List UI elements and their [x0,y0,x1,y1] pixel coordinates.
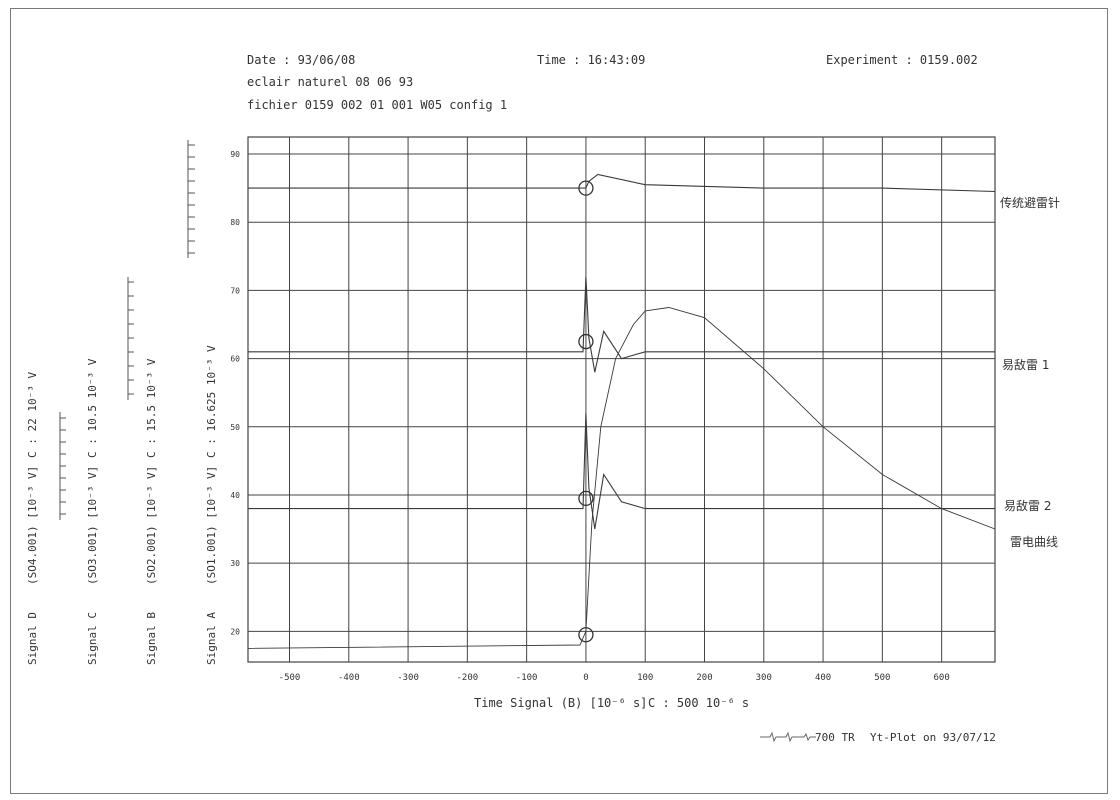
y-tick-label: 20 [230,627,240,636]
series-line-1 [248,173,996,193]
y-tick-label: 80 [230,218,240,227]
trigger-marker-3 [578,490,594,507]
annotation-trace-4: 雷电曲线 [1010,535,1059,549]
x-tick-label: 400 [815,673,831,683]
x-tick-label: 300 [756,673,772,683]
series-line-2 [248,276,995,373]
header-description: eclair naturel 08 06 93 [247,75,414,89]
plot-info: Yt-Plot on 93/07/12 [870,731,996,744]
x-tick-label: 500 [874,673,890,683]
x-tick-label: -200 [457,673,479,683]
header-date: Date : 93/06/08 [247,53,356,67]
y-tick-label: 60 [230,355,240,364]
x-tick-label: 200 [696,673,712,683]
header-file: fichier 0159 002 01 001 W05 config 1 [247,98,508,112]
plot-border [247,136,996,663]
x-tick-labels: -500 -400 -300 -200 -100 0 100 200 300 400 500 600 [279,673,950,683]
chart-series [247,173,996,649]
x-tick-label: -300 [397,673,419,683]
y-tick-label: 40 [230,491,240,500]
x-tick-label: -400 [338,673,360,683]
y-tick-label: 30 [230,559,240,568]
legend-line-icon [760,731,816,743]
series-line-4 [247,307,996,649]
trigger-marker-1 [578,180,594,196]
trigger-marker-2 [578,333,594,350]
x-tick-label: 0 [583,673,588,683]
annotation-trace-3: 易敌雷 2 [1004,499,1052,513]
x-tick-label: 600 [934,673,950,683]
series-line-3 [248,413,995,530]
chart-grid [248,137,995,662]
y-tick-label: 70 [230,286,240,295]
annotation-trace-2: 易敌雷 1 [1002,358,1050,372]
x-tick-label: -500 [279,673,301,683]
y-tick-labels: 20 30 40 50 60 70 80 90 [230,150,240,636]
chart-markers [578,180,594,643]
trigger-marker-4 [578,627,594,643]
x-axis-label: Time Signal (B) [10⁻⁶ s] [474,696,648,710]
x-tick-label: 100 [637,673,653,683]
header-time: Time : 16:43:09 [537,53,646,67]
header-experiment: Experiment : 0159.002 [826,53,978,67]
legend-label: 700 TR [815,731,855,744]
x-tick-label: -100 [516,673,538,683]
y-tick-label: 90 [230,150,240,159]
page-frame [10,8,1108,794]
y-tick-label: 50 [230,423,240,432]
annotation-trace-1: 传统避雷针 [1000,196,1061,210]
x-axis-constant: C : 500 10⁻⁶ s [648,696,750,710]
